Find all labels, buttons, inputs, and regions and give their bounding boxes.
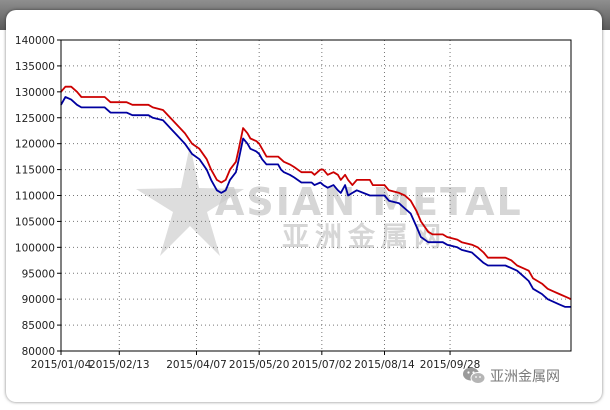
y-tick-label: 80000: [22, 346, 55, 358]
y-tick-label: 100000: [15, 242, 55, 254]
y-axis-ticks: 140000 135000 130000 125000 120000 115000 1100…: [15, 35, 61, 358]
chart-panel: [6, 10, 602, 402]
y-tick-label: 140000: [15, 35, 55, 47]
y-tick-label: 120000: [15, 139, 55, 151]
x-tick-label: 2015/09/28: [420, 359, 481, 371]
watermark-brand-en: ASIAN METAL: [215, 180, 523, 224]
y-tick-label: 125000: [15, 113, 55, 125]
wechat-icon: [463, 367, 486, 384]
x-tick-label: 2015/04/07: [166, 359, 227, 371]
credit-text: 亚洲金属网: [490, 369, 560, 385]
y-tick-label: 90000: [22, 294, 55, 306]
x-tick-label: 2015/07/02: [292, 359, 353, 371]
series-line-red: [60, 85, 572, 301]
chart-grid: [61, 40, 571, 351]
plot-area-border: [60, 39, 572, 352]
y-tick-label: 110000: [15, 191, 55, 203]
y-tick-label: 105000: [15, 216, 55, 228]
y-tick-label: 115000: [15, 165, 55, 177]
y-tick-label: 95000: [22, 268, 55, 280]
x-tick-label: 2015/05/20: [229, 359, 290, 371]
chart-series: [60, 85, 572, 308]
y-tick-label: 130000: [15, 87, 55, 99]
y-tick-label: 135000: [15, 61, 55, 73]
wechat-credit: 亚洲金属网: [462, 364, 560, 388]
x-tick-label: 2015/08/14: [354, 359, 415, 371]
watermark-star-logo: [136, 145, 244, 256]
y-tick-label: 85000: [22, 320, 55, 332]
x-tick-label: 2015/02/13: [89, 359, 150, 371]
x-tick-label: 2015/01/04: [31, 359, 92, 371]
series-line-blue: [60, 96, 571, 308]
asian-metal-watermark: ASIAN METAL 亚洲金属网: [136, 145, 523, 256]
